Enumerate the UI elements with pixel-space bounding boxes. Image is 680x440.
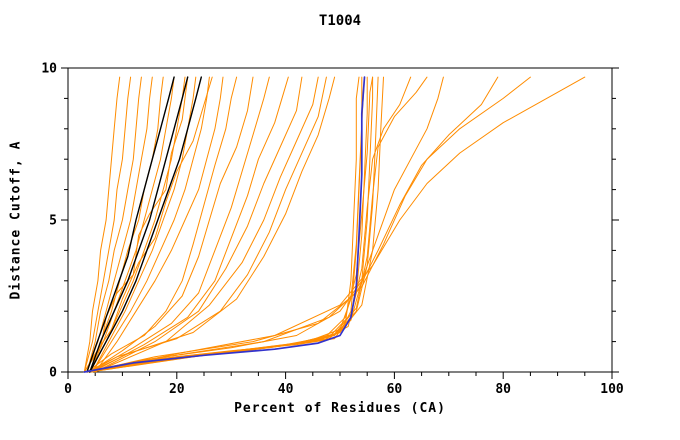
x-axis-label: Percent of Residues (CA)	[234, 401, 446, 416]
chart-title: T1004	[318, 13, 362, 29]
svg-text:20: 20	[169, 382, 185, 397]
svg-text:0: 0	[64, 382, 72, 397]
svg-text:100: 100	[600, 382, 624, 397]
svg-text:40: 40	[278, 382, 294, 397]
svg-text:0: 0	[49, 366, 57, 381]
svg-text:10: 10	[41, 62, 57, 77]
svg-text:80: 80	[495, 382, 511, 397]
svg-text:5: 5	[49, 214, 57, 229]
svg-text:60: 60	[387, 382, 403, 397]
